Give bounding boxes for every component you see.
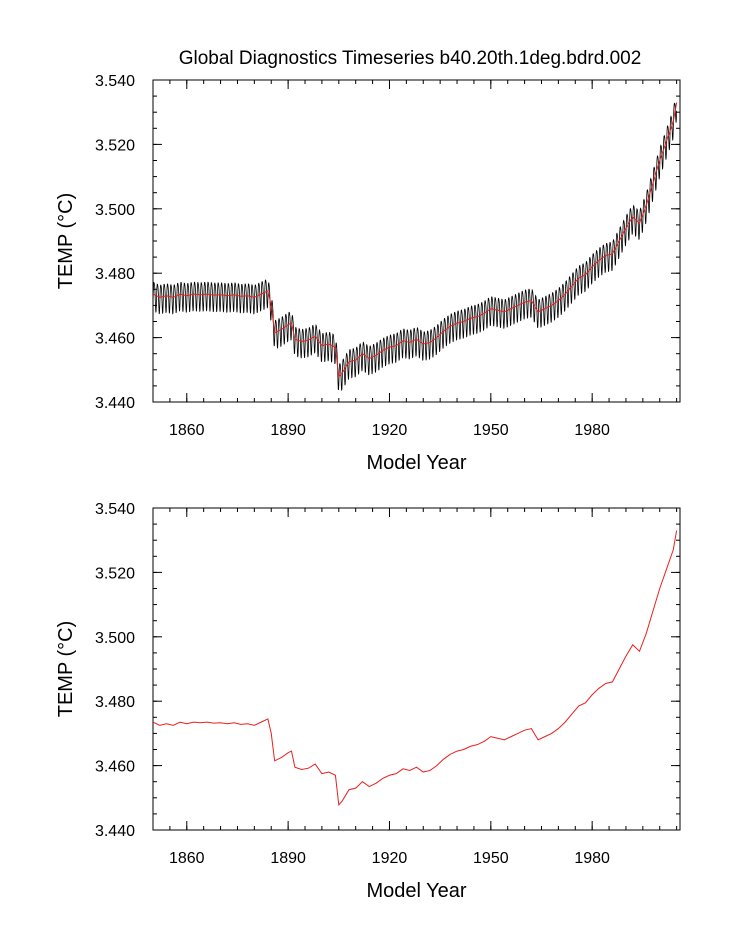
series-line-annual-mean [153,102,678,379]
y-tick-label: 3.540 [95,73,135,90]
chart-panel-1: 1860 1890 1920 1950 1980 3.440 3.460 3.480 3.500… [55,73,681,474]
x-tick-label: 1920 [372,850,408,867]
y-tick-label: 3.460 [95,331,135,348]
x-tick-label: 1860 [169,422,205,439]
series-line-monthly [153,102,678,391]
y-tick-label: 3.500 [95,202,135,219]
y-tick-label: 3.480 [95,266,135,283]
y-tick-label: 3.520 [95,137,135,154]
x-tick-label: 1890 [270,850,306,867]
series-line-annual-mean [153,530,678,807]
chart-panel-2: 1860 1890 1920 1950 1980 3.440 3.460 3.480 3.500… [55,501,681,902]
x-axis-label: Model Year [366,880,466,902]
y-axis-label: TEMP (°C) [55,193,77,290]
x-axis-label: Model Year [366,452,466,474]
y-tick-label: 3.440 [95,395,135,412]
x-tick-label: 1890 [270,422,306,439]
y-tick-label: 3.500 [95,630,135,647]
x-tick-label: 1950 [473,422,509,439]
y-axis-label: TEMP (°C) [55,621,77,718]
y-tick-label: 3.440 [95,823,135,840]
y-tick-label: 3.480 [95,694,135,711]
x-tick-label: 1860 [169,850,205,867]
plot-frame [152,507,681,831]
x-tick-label: 1950 [473,850,509,867]
x-tick-label: 1980 [574,422,610,439]
y-tick-label: 3.540 [95,501,135,518]
y-tick-label: 3.460 [95,759,135,776]
x-tick-label: 1920 [372,422,408,439]
chart-title: Global Diagnostics Timeseries b40.20th.1… [179,48,642,69]
x-tick-label: 1980 [574,850,610,867]
y-tick-label: 3.520 [95,565,135,582]
